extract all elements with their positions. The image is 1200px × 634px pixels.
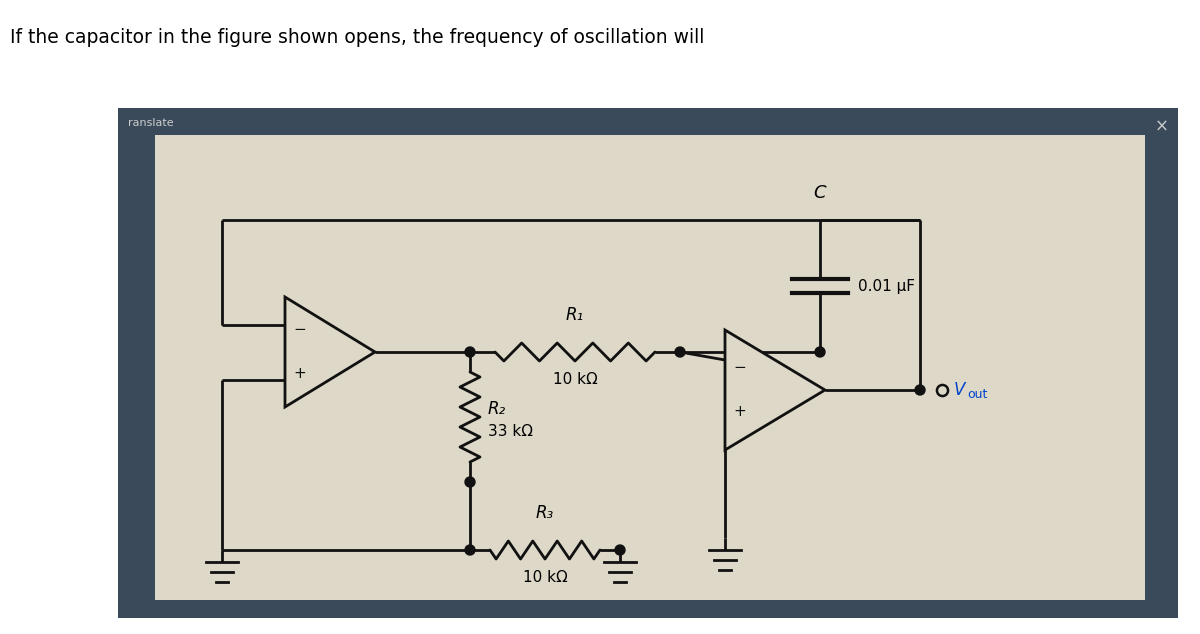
- Circle shape: [466, 477, 475, 487]
- Circle shape: [466, 347, 475, 357]
- Circle shape: [815, 347, 826, 357]
- Text: 33 kΩ: 33 kΩ: [488, 425, 533, 439]
- Text: 10 kΩ: 10 kΩ: [553, 372, 598, 387]
- Text: +: +: [293, 366, 306, 382]
- Text: R₂: R₂: [488, 400, 506, 418]
- Bar: [155, 135, 1145, 600]
- Text: ranslate: ranslate: [128, 118, 174, 128]
- Polygon shape: [725, 330, 826, 450]
- Circle shape: [916, 385, 925, 395]
- Text: −: −: [733, 361, 745, 375]
- Text: R₃: R₃: [536, 504, 554, 522]
- Text: −: −: [293, 323, 306, 337]
- Text: out: out: [967, 389, 988, 401]
- Circle shape: [616, 545, 625, 555]
- Text: +: +: [733, 404, 745, 420]
- Bar: [118, 108, 1178, 618]
- Circle shape: [674, 347, 685, 357]
- Text: R₁: R₁: [566, 306, 584, 324]
- Text: If the capacitor in the figure shown opens, the frequency of oscillation will: If the capacitor in the figure shown ope…: [10, 28, 704, 47]
- Text: 10 kΩ: 10 kΩ: [523, 570, 568, 585]
- Circle shape: [466, 545, 475, 555]
- Polygon shape: [286, 297, 374, 407]
- Text: ×: ×: [1154, 118, 1169, 136]
- Text: V: V: [954, 381, 965, 399]
- Text: C: C: [814, 184, 827, 202]
- Text: 0.01 μF: 0.01 μF: [858, 278, 916, 294]
